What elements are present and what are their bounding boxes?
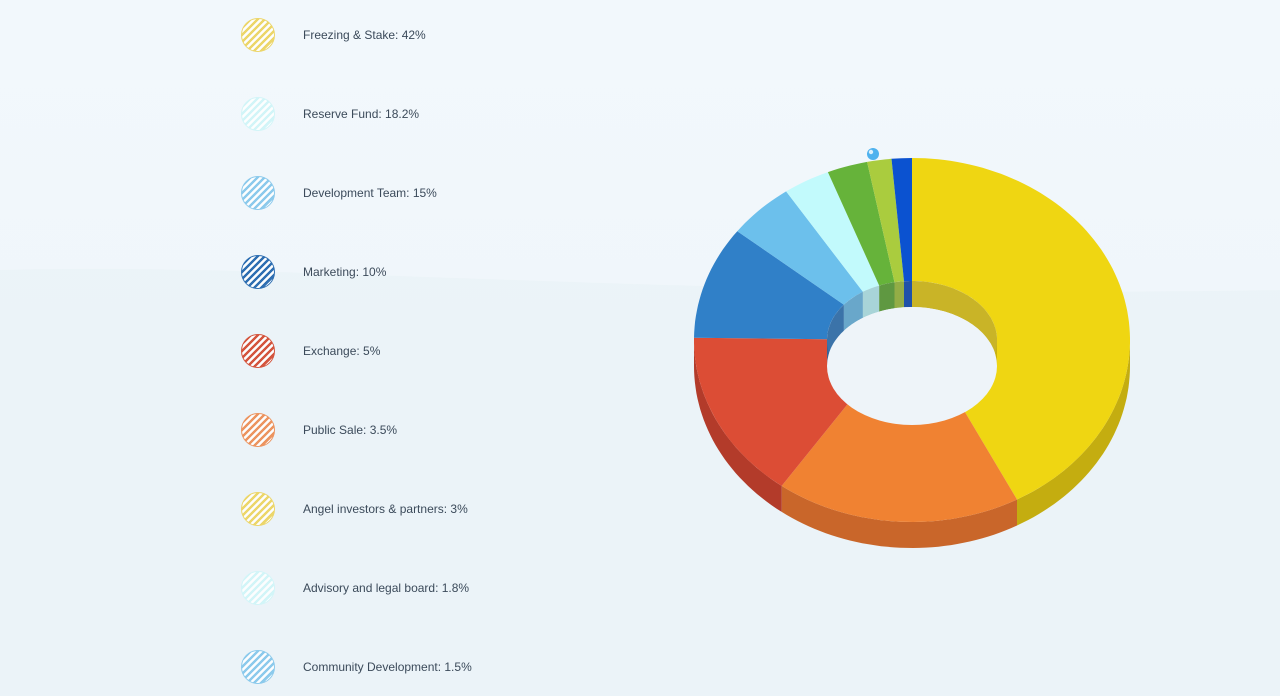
- legend-swatch-icon: [241, 650, 275, 684]
- legend-item: Development Team: 15%: [241, 175, 437, 211]
- donut-inner-wall-segment: [894, 281, 904, 309]
- legend-label: Marketing: 10%: [303, 265, 387, 279]
- donut-slice: [891, 158, 912, 282]
- donut-hole-floor: [827, 307, 997, 425]
- legend-label: Community Development: 1.5%: [303, 660, 472, 674]
- donut-slice: [786, 172, 880, 292]
- legend-swatch-icon: [241, 97, 275, 131]
- legend-item: Exchange: 5%: [241, 333, 380, 369]
- donut-top-faces: [694, 158, 1130, 522]
- donut-inner-wall-segment: [904, 281, 912, 308]
- donut-inner-wall-segment: [862, 285, 880, 318]
- legend-label: Freezing & Stake: 42%: [303, 28, 426, 42]
- legend-swatch-icon: [241, 334, 275, 368]
- donut-inner-wall-segment: [843, 291, 863, 331]
- legend-label: Angel investors & partners: 3%: [303, 502, 468, 516]
- legend-item: Marketing: 10%: [241, 254, 386, 290]
- donut-slice: [737, 191, 863, 305]
- legend-label: Public Sale: 3.5%: [303, 423, 398, 437]
- donut-slice: [781, 387, 1017, 522]
- legend-label: Development Team: 15%: [303, 186, 437, 200]
- legend-swatch-icon: [241, 18, 275, 52]
- legend-item: Community Development: 1.5%: [241, 649, 472, 685]
- legend-item: Advisory and legal board: 1.8%: [241, 570, 469, 606]
- legend-item: Freezing & Stake: 42%: [241, 17, 426, 53]
- legend-label: Exchange: 5%: [303, 344, 381, 358]
- donut-side-wall: [781, 485, 1017, 548]
- donut-inner-wall-segment: [827, 304, 844, 366]
- donut-slice: [694, 337, 862, 486]
- legend-swatch-icon: [241, 176, 275, 210]
- legend-swatch-icon: [241, 571, 275, 605]
- legend-label: Advisory and legal board: 1.8%: [303, 581, 470, 595]
- donut-slice: [827, 161, 895, 286]
- legend-swatch-icon: [241, 492, 275, 526]
- marker-dot-highlight: [868, 149, 874, 155]
- donut-side-wall: [694, 340, 782, 512]
- legend-item: Reserve Fund: 18.2%: [241, 96, 419, 132]
- legend-label: Reserve Fund: 18.2%: [303, 107, 420, 121]
- donut-inner-wall-segment: [879, 282, 895, 312]
- donut-slice: [867, 158, 904, 283]
- legend-swatch-icon: [241, 255, 275, 289]
- donut-inner-wall-segment: [912, 281, 997, 366]
- donut-side-walls: [694, 340, 1130, 548]
- donut-slice: [912, 158, 1130, 500]
- legend-item: Public Sale: 3.5%: [241, 412, 397, 448]
- donut-side-wall: [1017, 340, 1130, 526]
- legend-item: Angel investors & partners: 3%: [241, 491, 468, 527]
- marker-dot-icon: [867, 148, 879, 160]
- donut-inner-wall: [827, 281, 997, 366]
- legend-swatch-icon: [241, 413, 275, 447]
- donut-slice: [694, 231, 844, 340]
